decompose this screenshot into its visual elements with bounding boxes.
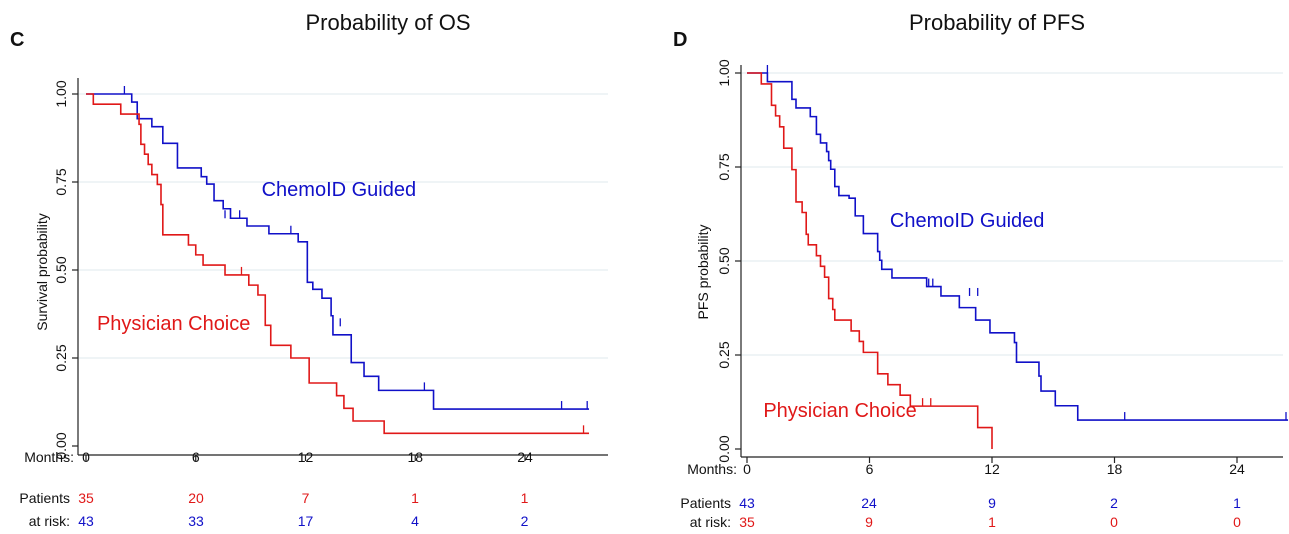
y-axis-label: Survival probability bbox=[34, 213, 50, 331]
risk-table-label: Patients bbox=[19, 490, 70, 506]
series-label: Physician Choice bbox=[97, 313, 250, 335]
risk-count: 2 bbox=[521, 513, 529, 529]
x-tick-label: 0 bbox=[82, 449, 90, 465]
x-tick-label: 18 bbox=[1107, 461, 1123, 477]
risk-table-label: Patients bbox=[680, 495, 731, 511]
risk-count: 35 bbox=[739, 514, 755, 530]
risk-count: 9 bbox=[865, 514, 873, 530]
risk-count: 2 bbox=[1110, 495, 1118, 511]
series-line-1 bbox=[747, 72, 1289, 421]
risk-count: 43 bbox=[739, 495, 755, 511]
y-tick-label: 0.75 bbox=[716, 153, 732, 180]
risk-count: 0 bbox=[1233, 514, 1241, 530]
x-tick-label: 24 bbox=[1229, 461, 1245, 477]
y-tick-label: 1.00 bbox=[716, 59, 732, 86]
panel-letter: D bbox=[673, 29, 687, 51]
chart-panel-c: Probability of OS C 0.00 0.25 0.50 0.75 1.00 0 6… bbox=[10, 10, 608, 529]
y-tick-label: 0.50 bbox=[53, 256, 69, 283]
series-line-2 bbox=[86, 93, 590, 435]
risk-count: 20 bbox=[188, 490, 204, 506]
y-tick-label: 0.25 bbox=[53, 344, 69, 371]
risk-count: 24 bbox=[861, 495, 877, 511]
series-label: ChemoID Guided bbox=[262, 179, 417, 201]
risk-table-label: at risk: bbox=[690, 514, 731, 530]
series-label: ChemoID Guided bbox=[890, 210, 1045, 232]
chart-title: Probability of PFS bbox=[909, 10, 1085, 35]
x-tick-label: 12 bbox=[984, 461, 1000, 477]
x-axis-label: Months: bbox=[687, 461, 737, 477]
x-tick-label: 18 bbox=[407, 449, 423, 465]
risk-count: 17 bbox=[298, 513, 314, 529]
risk-count: 0 bbox=[1110, 514, 1118, 530]
risk-count: 1 bbox=[1233, 495, 1241, 511]
risk-count: 9 bbox=[988, 495, 996, 511]
y-tick-label: 0.00 bbox=[716, 435, 732, 462]
panel-letter: C bbox=[10, 29, 24, 51]
risk-table-label: at risk: bbox=[29, 513, 70, 529]
y-tick-label: 0.00 bbox=[53, 432, 69, 459]
risk-count: 33 bbox=[188, 513, 204, 529]
chart-panel-d: Probability of PFS D 0.00 0.25 0.50 0.75 1.00 0… bbox=[673, 10, 1289, 530]
y-tick-label: 1.00 bbox=[53, 80, 69, 107]
y-tick-label: 0.50 bbox=[716, 247, 732, 274]
risk-count: 4 bbox=[411, 513, 419, 529]
x-tick-label: 12 bbox=[298, 449, 314, 465]
series-label: Physician Choice bbox=[763, 400, 916, 422]
risk-count: 35 bbox=[78, 490, 94, 506]
series-line-1 bbox=[86, 93, 590, 410]
y-tick-label: 0.25 bbox=[716, 341, 732, 368]
risk-count: 1 bbox=[521, 490, 529, 506]
risk-count: 1 bbox=[411, 490, 419, 506]
y-axis-label: PFS probability bbox=[695, 225, 711, 320]
chart-title: Probability of OS bbox=[305, 10, 470, 35]
x-tick-label: 0 bbox=[743, 461, 751, 477]
x-tick-label: 6 bbox=[192, 449, 200, 465]
risk-count: 1 bbox=[988, 514, 996, 530]
x-tick-label: 6 bbox=[866, 461, 874, 477]
x-axis-label: Months: bbox=[24, 449, 74, 465]
series-line-2 bbox=[747, 72, 993, 449]
risk-count: 7 bbox=[302, 490, 310, 506]
x-tick-label: 24 bbox=[517, 449, 533, 465]
y-tick-label: 0.75 bbox=[53, 168, 69, 195]
risk-count: 43 bbox=[78, 513, 94, 529]
